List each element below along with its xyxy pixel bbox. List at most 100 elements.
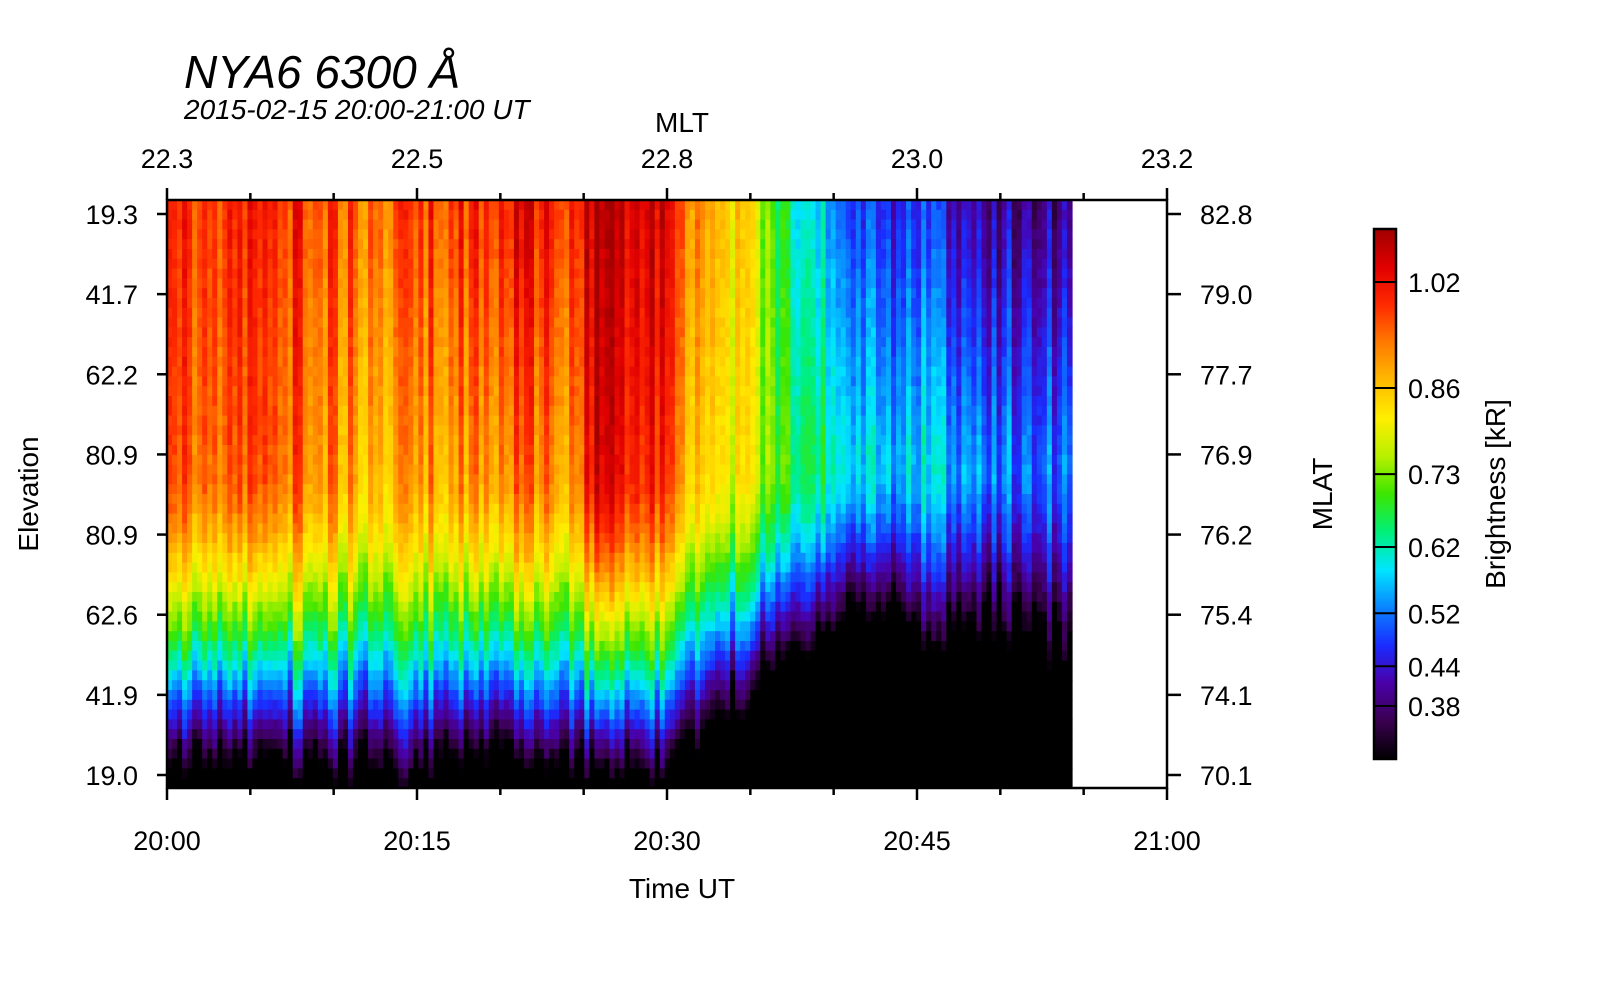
- heatmap-cell: [529, 327, 535, 338]
- heatmap-cell: [413, 445, 419, 456]
- heatmap-cell: [574, 239, 580, 250]
- heatmap-cell: [493, 552, 500, 564]
- heatmap-cell: [378, 288, 384, 299]
- heatmap-cell: [378, 317, 384, 328]
- heatmap-cell: [282, 464, 289, 475]
- heatmap-cell: [277, 748, 284, 760]
- heatmap-cell: [473, 699, 480, 711]
- heatmap-cell: [493, 778, 500, 788]
- heatmap-cell: [438, 435, 445, 446]
- heatmap-cell: [287, 758, 294, 769]
- heatmap-cell: [368, 435, 374, 446]
- heatmap-cell: [463, 758, 470, 769]
- heatmap-cell: [493, 611, 500, 622]
- heatmap-cell: [358, 768, 364, 779]
- heatmap-cell: [534, 229, 540, 240]
- heatmap-cell: [463, 533, 470, 544]
- heatmap-cell: [312, 425, 319, 436]
- heatmap-cell: [187, 670, 193, 681]
- heatmap-cell: [207, 454, 213, 466]
- heatmap-cell: [458, 719, 465, 730]
- heatmap-cell: [498, 396, 505, 407]
- heatmap-cell: [167, 621, 173, 632]
- heatmap-cell: [448, 748, 455, 760]
- heatmap-cell: [277, 415, 284, 426]
- heatmap-cell: [508, 288, 515, 299]
- heatmap-cell: [378, 229, 384, 240]
- heatmap-cell: [559, 494, 565, 505]
- heatmap-cell: [413, 543, 419, 554]
- heatmap-cell: [317, 562, 324, 573]
- heatmap-cell: [478, 494, 485, 505]
- heatmap-cell: [202, 454, 208, 466]
- heatmap-cell: [529, 366, 535, 377]
- heatmap-cell: [192, 592, 198, 603]
- heatmap-cell: [443, 268, 450, 279]
- heatmap-cell: [518, 739, 525, 750]
- heatmap-cell: [539, 219, 545, 230]
- heatmap-cell: [403, 239, 409, 250]
- heatmap-cell: [378, 415, 384, 426]
- heatmap-cell: [403, 631, 409, 642]
- heatmap-cell: [398, 748, 404, 760]
- heatmap-cell: [539, 454, 545, 466]
- heatmap-cell: [252, 288, 259, 299]
- heatmap-cell: [478, 239, 485, 250]
- heatmap-cell: [172, 503, 178, 515]
- heatmap-cell: [252, 415, 259, 426]
- heatmap-cell: [182, 631, 188, 642]
- heatmap-cells: [167, 200, 1073, 788]
- heatmap-cell: [292, 543, 299, 554]
- heatmap-cell: [337, 337, 344, 348]
- heatmap-cell: [363, 415, 369, 426]
- heatmap-cell: [433, 298, 440, 309]
- heatmap-cell: [282, 288, 289, 299]
- heatmap-cell: [468, 356, 475, 368]
- heatmap-cell: [408, 415, 414, 426]
- heatmap-cell: [549, 268, 555, 279]
- heatmap-cell: [277, 621, 284, 632]
- heatmap-cell: [503, 562, 510, 573]
- heatmap-cell: [378, 209, 384, 221]
- heatmap-cell: [202, 327, 208, 338]
- heatmap-cell: [468, 748, 475, 760]
- heatmap-cell: [518, 200, 525, 211]
- heatmap-cell: [584, 229, 590, 240]
- heatmap-cell: [523, 366, 530, 377]
- heatmap-cell: [574, 699, 580, 711]
- heatmap-cell: [468, 484, 475, 495]
- heatmap-cell: [297, 523, 304, 534]
- heatmap-cell: [177, 278, 183, 289]
- heatmap-cell: [534, 239, 540, 250]
- heatmap-cell: [252, 209, 259, 221]
- heatmap-cell: [353, 611, 359, 622]
- heatmap-cell: [172, 592, 178, 603]
- heatmap-cell: [177, 680, 183, 691]
- heatmap-cell: [378, 778, 384, 788]
- heatmap-cell: [423, 543, 430, 554]
- heatmap-cell: [468, 572, 475, 583]
- heatmap-cell: [433, 611, 440, 622]
- heatmap-cell: [569, 552, 575, 564]
- heatmap-cell: [197, 405, 203, 417]
- heatmap-cell: [322, 317, 329, 328]
- heatmap-cell: [503, 366, 510, 377]
- heatmap-cell: [322, 337, 329, 348]
- heatmap-cell: [488, 748, 495, 760]
- heatmap-cell: [564, 425, 570, 436]
- heatmap-cell: [534, 317, 540, 328]
- heatmap-cell: [267, 748, 274, 760]
- heatmap-cell: [549, 425, 555, 436]
- heatmap-cell: [222, 631, 228, 642]
- heatmap-cell: [503, 592, 510, 603]
- heatmap-cell: [383, 572, 389, 583]
- heatmap-cell: [549, 396, 555, 407]
- heatmap-cell: [327, 278, 334, 289]
- heatmap-cell: [579, 258, 585, 270]
- heatmap-cell: [428, 601, 435, 613]
- heatmap-cell: [508, 670, 515, 681]
- heatmap-cell: [569, 200, 575, 211]
- heatmap-cell: [363, 337, 369, 348]
- heatmap-cell: [378, 709, 384, 720]
- heatmap-cell: [292, 376, 299, 387]
